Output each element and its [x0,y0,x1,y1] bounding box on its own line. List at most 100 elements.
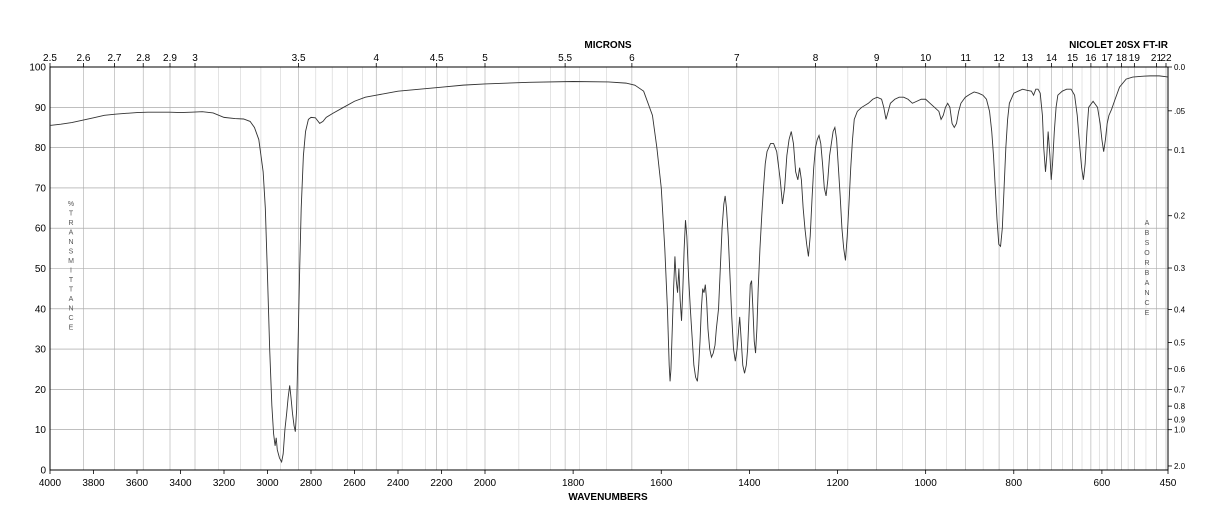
micron-tick-label: 11 [961,53,972,64]
y-tick-label: 30 [35,345,47,356]
micron-tick-label: 21 [1151,53,1163,64]
micron-tick-label: 14 [1046,53,1058,64]
spectrum-line [49,75,1169,464]
micron-tick-label: 15 [1067,53,1079,64]
transmittance-label-char: % [68,201,74,208]
micron-tick-label: 4 [373,53,379,64]
micron-tick-label: 6 [629,53,635,64]
microns-axis-title: MICRONS [584,40,632,51]
wavenumbers-axis-title: WAVENUMBERS [568,492,648,503]
micron-tick-label: 18 [1116,53,1128,64]
micron-tick-label: 2.8 [136,53,150,64]
x-tick-label: 2600 [343,478,366,489]
absorbance-tick-label: 0.2 [1174,212,1186,221]
micron-tick-label: 16 [1085,53,1097,64]
transmittance-label-char: N [68,306,73,313]
micron-tick-label: 17 [1102,53,1114,64]
micron-tick-label: 4.5 [430,53,444,64]
transmittance-label-char: C [68,315,73,322]
y-tick-label: 40 [35,304,47,315]
instrument-title: NICOLET 20SX FT-IR [1069,40,1169,51]
x-tick-label: 2000 [474,478,497,489]
micron-tick-label: 5 [482,53,488,64]
x-tick-label: 2400 [387,478,410,489]
transmittance-label-char: T [69,287,74,294]
y-tick-label: 60 [35,224,47,235]
micron-tick-label: 2.6 [77,53,91,64]
micron-tick-label: 3.5 [292,53,306,64]
absorbance-label-char: R [1144,260,1149,267]
y-tick-label: 10 [35,425,47,436]
x-tick-label: 3400 [169,478,192,489]
transmittance-label-char: T [69,277,74,284]
micron-tick-label: 3 [192,53,198,64]
micron-tick-label: 8 [813,53,819,64]
transmittance-label-char: T [69,211,74,218]
transmittance-label-char: A [69,230,74,237]
absorbance-tick-label: .05 [1174,107,1186,116]
x-tick-label: 450 [1160,478,1177,489]
absorbance-tick-label: 0.4 [1174,306,1186,315]
x-tick-label: 600 [1094,478,1111,489]
transmittance-label-char: E [69,325,74,332]
x-tick-label: 1200 [826,478,849,489]
x-tick-label: 4000 [39,478,62,489]
micron-tick-label: 9 [874,53,880,64]
absorbance-label-char: S [1145,240,1150,247]
absorbance-label-char: O [1144,250,1150,257]
absorbance-tick-label: 2.0 [1174,462,1186,471]
micron-tick-label: 22 [1160,53,1172,64]
x-tick-label: 3800 [82,478,105,489]
transmittance-label-char: M [68,258,74,265]
micron-tick-label: 19 [1129,53,1141,64]
transmittance-label-char: I [70,268,72,275]
transmittance-label-char: A [69,296,74,303]
absorbance-tick-label: 0.0 [1174,63,1186,72]
y-tick-label: 20 [35,385,47,396]
x-tick-label: 800 [1005,478,1022,489]
x-tick-label: 1400 [738,478,761,489]
plot-frame [49,66,1169,471]
absorbance-tick-label: 0.1 [1174,146,1186,155]
transmittance-label-char: R [68,220,73,227]
absorbance-tick-label: 0.3 [1174,264,1186,273]
absorbance-label-char: E [1145,310,1150,317]
absorbance-tick-label: 0.8 [1174,402,1186,411]
absorbance-label-char: N [1144,290,1149,297]
x-tick-label: 2200 [430,478,453,489]
micron-tick-label: 2.7 [107,53,121,64]
x-tick-label: 3000 [256,478,279,489]
x-tick-label: 1800 [562,478,585,489]
transmittance-label-char: S [69,249,74,256]
micron-tick-label: 13 [1022,53,1034,64]
x-tick-label: 2800 [300,478,323,489]
absorbance-label-char: A [1145,280,1150,287]
absorbance-label-char: B [1145,230,1150,237]
micron-tick-label: 5.5 [558,53,572,64]
absorbance-tick-label: 1.0 [1174,426,1186,435]
micron-tick-label: 10 [920,53,932,64]
micron-tick-label: 2.9 [163,53,177,64]
x-tick-label: 1600 [650,478,673,489]
absorbance-tick-label: 0.5 [1174,339,1186,348]
y-tick-label: 80 [35,143,47,154]
y-tick-label: 90 [35,103,47,114]
absorbance-tick-label: 0.7 [1174,386,1186,395]
micron-tick-label: 2.5 [43,53,57,64]
micron-tick-label: 12 [994,53,1006,64]
x-tick-label: 3200 [213,478,236,489]
micron-tick-label: 7 [734,53,740,64]
transmittance-label-char: N [68,239,73,246]
y-tick-label: 50 [35,264,47,275]
y-tick-label: 100 [29,63,46,74]
y-tick-label: 0 [40,466,46,477]
x-tick-label: 1000 [915,478,938,489]
absorbance-label-char: C [1144,300,1149,307]
absorbance-label-char: B [1145,270,1150,277]
x-tick-label: 3600 [126,478,149,489]
y-tick-label: 70 [35,183,47,194]
